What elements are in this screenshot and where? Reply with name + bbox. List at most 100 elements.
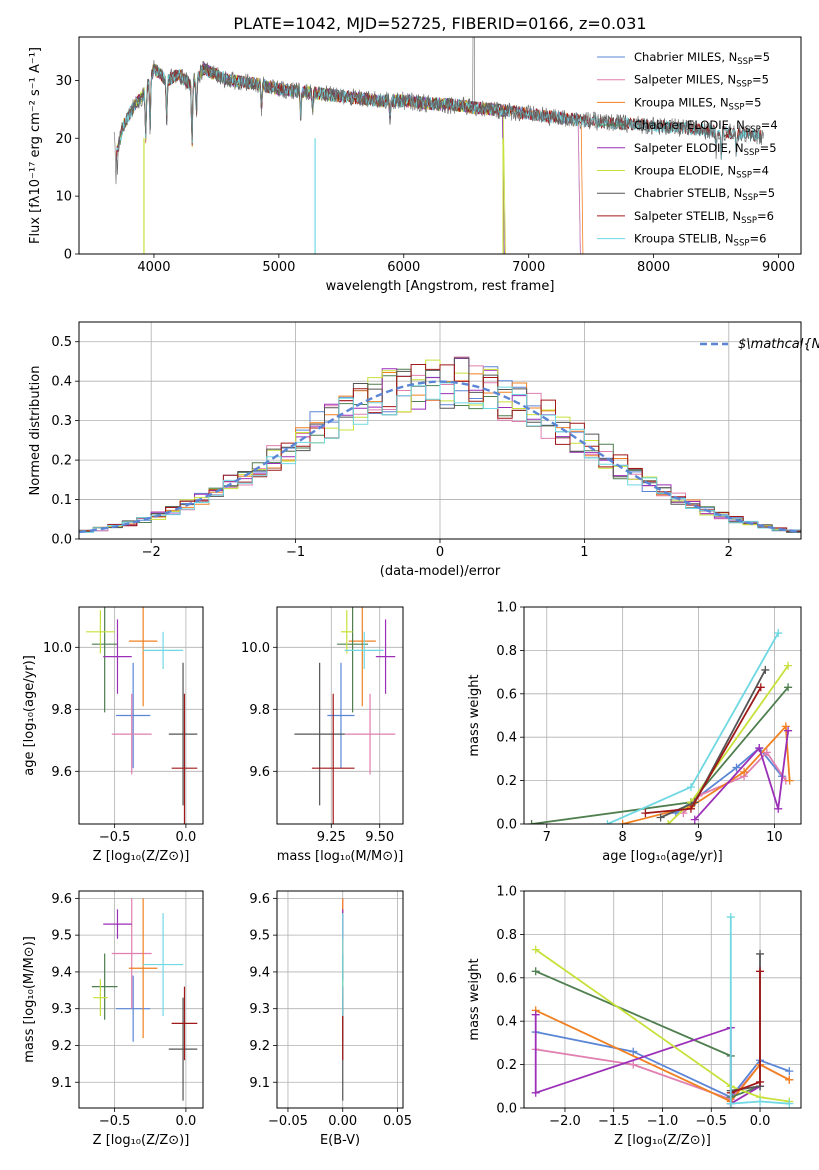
massweight-point-marker [531, 967, 540, 976]
legend-label-main: Kroupa MILES, N [634, 95, 729, 109]
x-axis-label: (data-model)/error [380, 564, 501, 579]
massweight-point-marker [531, 1010, 540, 1019]
panel-mass-age: 9.25 9.50 9.6 9.8 10.0 mass [log₁₀(M/M⊙)] [241, 606, 404, 864]
y-tick-label: 0.8 [496, 644, 517, 659]
massweight-point-marker [629, 1047, 638, 1056]
histogram-step-line [79, 359, 801, 539]
y-tick-label: 0.2 [496, 774, 517, 789]
massweight-point-marker [664, 820, 673, 824]
massweight-point-marker [726, 913, 735, 922]
legend-label-sub: SSP [736, 171, 752, 181]
y-tick-label: 0 [64, 248, 72, 263]
y-tick-label: 0.4 [496, 1015, 517, 1030]
legend-label-main: Kroupa ELODIE, N [634, 164, 736, 178]
massweight-point-marker [774, 804, 783, 813]
legend-label: $\mathcal{N}(0,1)$ [738, 337, 819, 352]
axes-frame [78, 606, 204, 825]
legend-label: Salpeter STELIB, NSSP=6 [634, 209, 774, 226]
massweight-series-line [694, 730, 789, 821]
legend-label: Kroupa ELODIE, NSSP=4 [634, 164, 769, 181]
panel-z-age: −0.5 0.0 9.6 9.8 10.0 Z [log₁₀(Z/Z⊙)] age [log… [22, 606, 204, 864]
legend-label-tail: =6 [757, 209, 774, 223]
x-tick-label: 0.0 [750, 1114, 771, 1129]
legend-label-tail: =5 [744, 95, 761, 109]
legend-label-sub: SSP [745, 125, 761, 135]
plot-area-age-massweight [527, 629, 794, 824]
massweight-point-marker [755, 744, 764, 753]
massweight-series-line [729, 917, 790, 1105]
massweight-point-marker [732, 763, 741, 772]
massweight-point-marker [785, 1075, 794, 1084]
x-tick-label: 7000 [512, 260, 545, 275]
x-axis-label: age [log₁₀(age/yr)] [602, 849, 723, 864]
massweight-point-marker [774, 629, 783, 638]
massweight-point-marker [762, 748, 771, 757]
x-tick-label: −1 [286, 545, 305, 560]
y-tick-label: 9.3 [51, 1002, 72, 1017]
massweight-point-marker [785, 1099, 794, 1108]
y-tick-label: 1.0 [496, 885, 517, 900]
x-tick-label: 2 [725, 545, 733, 560]
y-tick-label: 0.6 [496, 971, 517, 986]
massweight-point-marker [603, 820, 612, 824]
legend-label-sub: SSP [736, 80, 752, 90]
y-axis-label: mass weight [467, 674, 482, 756]
y-tick-label: 9.8 [51, 703, 72, 718]
x-tick-label: 0.05 [383, 1114, 412, 1129]
massweight-point-marker [784, 726, 793, 735]
x-tick-label: 8 [619, 830, 627, 845]
x-tick-label: 9000 [762, 260, 795, 275]
y-tick-label: 20 [55, 132, 72, 147]
panel-residuals: −2 −1 0 1 2 0.0 0.1 0.2 0.3 0.4 0.5 (data-model)/er… [28, 321, 819, 579]
massweight-point-marker [785, 776, 794, 785]
panel-age-massweight: 7 8 9 10 0.0 0.2 0.4 0.6 0.8 1.0 age [log₁₀(age/yr… [467, 601, 802, 864]
y-tick-label: 0.2 [496, 1058, 517, 1073]
plot-layer: 4000 5000 6000 7000 8000 90000102030wavelengt… [22, 36, 819, 1148]
legend-label: Salpeter ELODIE, NSSP=5 [634, 141, 777, 158]
massweight-point-marker [756, 1077, 765, 1086]
y-tick-label: 0.3 [51, 414, 72, 429]
x-tick-label: −0.5 [695, 1114, 727, 1129]
panel-ebv-mass: −0.05 0.00 0.05 9.1 9.2 9.3 9.4 9.5 9.6 E(B-V) [249, 890, 412, 1148]
x-tick-label: −1.5 [598, 1114, 630, 1129]
y-axis-label: Flux [fλ10⁻¹⁷ erg cm⁻² s⁻¹ A⁻¹] [28, 47, 43, 244]
x-tick-label: −0.5 [99, 830, 131, 845]
legend-label-sub: SSP [742, 193, 758, 203]
y-tick-label: 30 [55, 74, 72, 89]
y-tick-label: 0.4 [51, 375, 72, 390]
massweight-point-marker [656, 813, 665, 822]
axes-frame [523, 890, 802, 1109]
y-axis-label: mass [log₁₀(M/M⊙)] [22, 936, 37, 1063]
massweight-point-marker [756, 683, 765, 692]
legend-label: Chabrier MILES, NSSP=5 [634, 50, 770, 67]
x-axis-label: Z [log₁₀(Z/Z⊙)] [93, 1133, 190, 1148]
x-tick-label: −0.5 [99, 1114, 131, 1129]
y-axis-label: age [log₁₀(age/yr)] [22, 655, 37, 776]
x-axis-label: Z [log₁₀(Z/Z⊙)] [93, 849, 190, 864]
x-tick-label: 4000 [137, 260, 170, 275]
figure-title: PLATE=1042, MJD=52725, FIBERID=0166, z=0… [233, 14, 646, 33]
legend-label-main: Salpeter ELODIE, N [634, 141, 744, 155]
legend-label-main: Chabrier ELODIE, N [634, 118, 745, 132]
x-tick-label: 1 [580, 545, 588, 560]
y-tick-label: 9.5 [249, 929, 270, 944]
legend-label: Kroupa STELIB, NSSP=6 [634, 232, 766, 249]
legend-label: Kroupa MILES, NSSP=5 [634, 95, 761, 112]
legend-label-main: Salpeter STELIB, N [634, 209, 741, 223]
y-tick-label: 9.5 [51, 929, 72, 944]
axes-frame [276, 606, 404, 825]
legend-label-main: Chabrier MILES, N [634, 50, 737, 64]
x-tick-label: 10 [766, 830, 783, 845]
x-tick-label: 9.25 [317, 830, 346, 845]
plot-area-z-mass [91, 898, 198, 1101]
x-tick-label: −1.0 [647, 1114, 679, 1129]
y-tick-label: 0.0 [51, 533, 72, 548]
legend-label-sub: SSP [744, 148, 760, 158]
x-tick-label: 7 [543, 830, 551, 845]
massweight-point-marker [527, 820, 536, 824]
plot-area-mass-age [294, 607, 396, 824]
y-tick-label: 9.8 [249, 703, 270, 718]
normal-reference-curve [79, 380, 801, 534]
plot-area-spectrum [113, 37, 764, 254]
